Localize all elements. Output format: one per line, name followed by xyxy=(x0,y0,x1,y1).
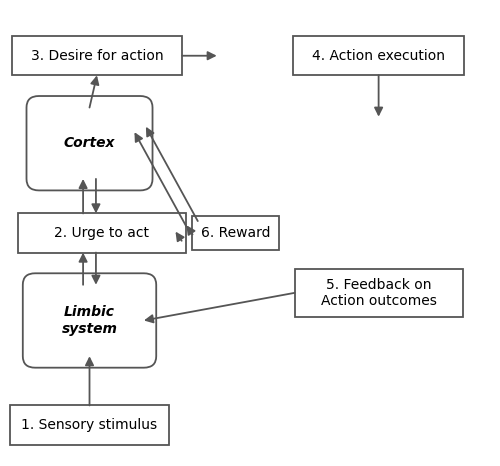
Text: 5. Feedback on
Action outcomes: 5. Feedback on Action outcomes xyxy=(320,278,436,308)
FancyBboxPatch shape xyxy=(294,269,462,317)
FancyBboxPatch shape xyxy=(23,273,156,368)
FancyBboxPatch shape xyxy=(18,213,186,253)
FancyBboxPatch shape xyxy=(294,36,464,75)
Text: 6. Reward: 6. Reward xyxy=(200,226,270,240)
Text: 2. Urge to act: 2. Urge to act xyxy=(54,226,150,240)
FancyBboxPatch shape xyxy=(192,216,278,250)
FancyBboxPatch shape xyxy=(12,36,182,75)
FancyBboxPatch shape xyxy=(10,405,168,445)
Text: Limbic
system: Limbic system xyxy=(62,305,118,336)
FancyBboxPatch shape xyxy=(26,96,152,191)
Text: 3. Desire for action: 3. Desire for action xyxy=(30,49,163,63)
Text: Cortex: Cortex xyxy=(64,136,116,150)
Text: 4. Action execution: 4. Action execution xyxy=(312,49,445,63)
Text: 1. Sensory stimulus: 1. Sensory stimulus xyxy=(22,418,158,432)
